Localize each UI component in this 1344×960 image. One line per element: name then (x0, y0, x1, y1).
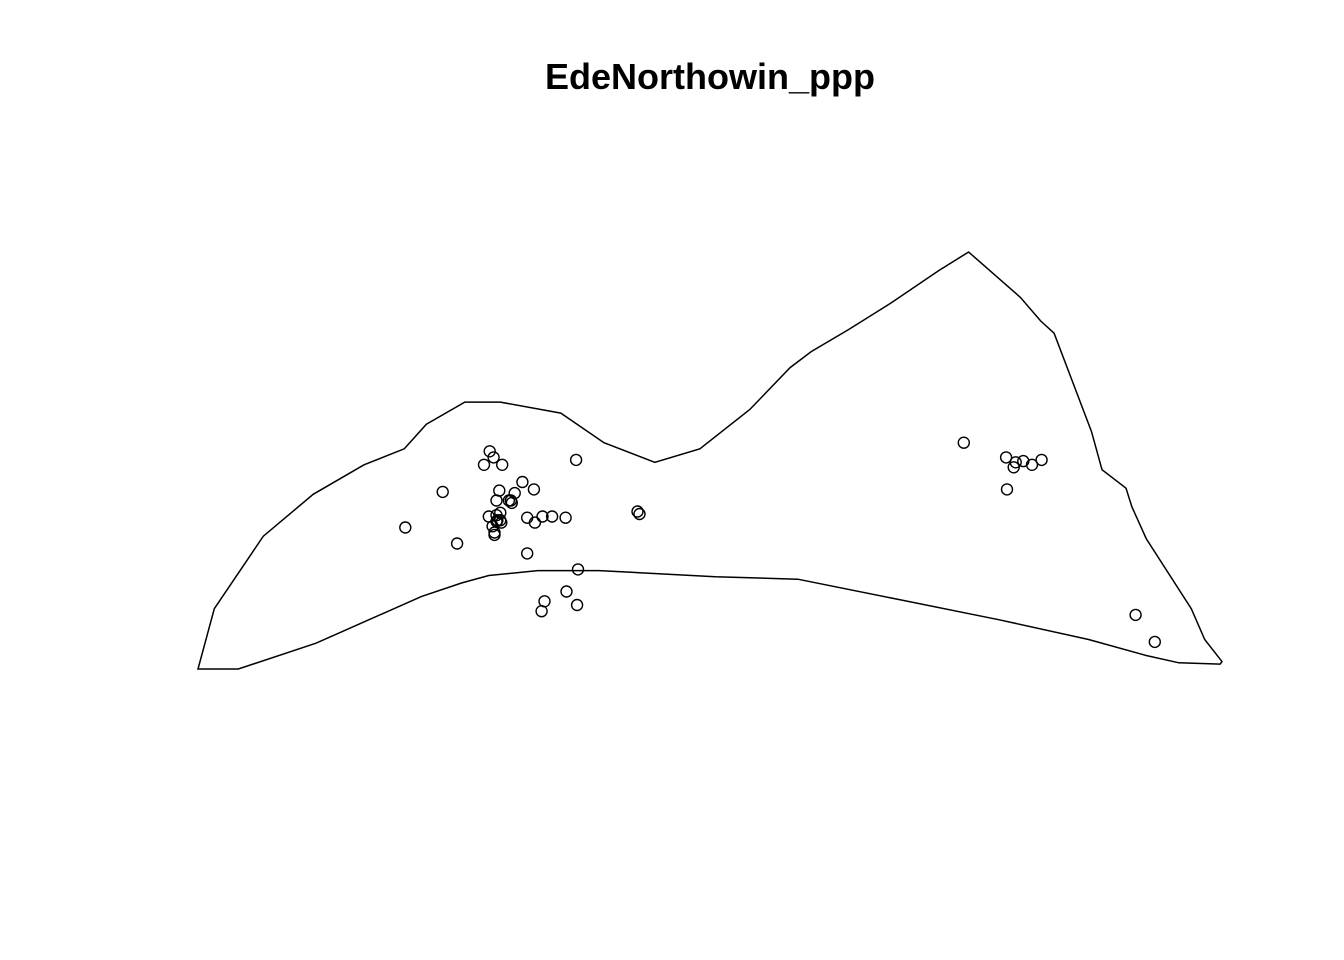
data-point (536, 510, 549, 523)
plot-title: EdeNorthowin_ppp (545, 56, 875, 97)
data-point (1148, 635, 1162, 649)
data-point (545, 510, 559, 523)
data-point (528, 516, 542, 529)
data-point (1035, 453, 1048, 467)
data-point (999, 451, 1013, 464)
data-point (399, 521, 412, 534)
data-point (957, 436, 970, 449)
data-point (483, 445, 496, 458)
data-point (488, 526, 501, 539)
window-boundary (197, 251, 1223, 670)
data-point (482, 510, 495, 523)
data-point (436, 485, 449, 499)
data-point (1129, 608, 1142, 622)
data-point (521, 511, 534, 524)
data-point (477, 458, 491, 471)
data-point (527, 483, 541, 496)
data-point (505, 496, 518, 510)
window-layer (197, 251, 1223, 670)
data-point (570, 598, 584, 612)
data-point (488, 528, 501, 542)
data-point (490, 494, 503, 507)
data-point (487, 451, 500, 464)
data-point (496, 458, 509, 471)
data-point (450, 537, 464, 550)
data-point (560, 585, 573, 598)
data-point (490, 509, 503, 522)
data-point (631, 505, 644, 518)
data-point (521, 547, 534, 560)
data-point (1009, 456, 1022, 469)
data-point (569, 453, 583, 467)
data-point (633, 507, 646, 521)
data-point (1000, 483, 1014, 496)
data-point (1017, 454, 1030, 468)
data-point (571, 563, 585, 576)
data-point (535, 605, 548, 618)
points-layer (399, 436, 1162, 649)
data-point (516, 475, 529, 489)
data-point (559, 511, 572, 524)
